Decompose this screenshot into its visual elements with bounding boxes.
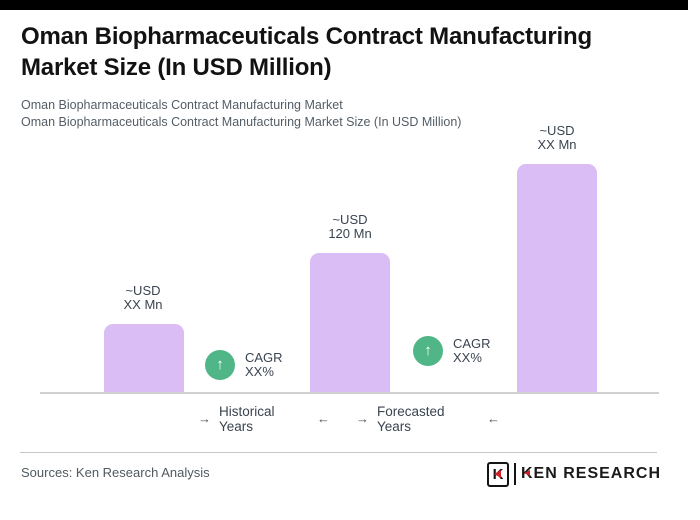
cagr-badge-text-2: CAGR XX% <box>453 337 491 365</box>
right-arrow-icon: → <box>356 411 369 426</box>
bar-value-line2: XX Mn <box>123 297 163 312</box>
right-arrow-icon: → <box>198 411 211 426</box>
chart-subtitle: Oman Biopharmaceuticals Contract Manufac… <box>21 97 581 131</box>
sources-text: Sources: Ken Research Analysis <box>21 465 210 480</box>
x-group-forecasted: → Forecasted Years ← <box>356 404 500 434</box>
bar-value-line2: 120 Mn <box>328 226 372 241</box>
forecasted-years-label: Forecasted Years <box>377 403 445 434</box>
bar-value-label: ~USD XX Mn <box>502 124 612 152</box>
cagr-badge-circle-1: ↑ <box>205 350 235 380</box>
footer-divider <box>20 452 657 453</box>
x-group-historical: → Historical Years ← <box>198 404 330 434</box>
cagr-label: CAGR <box>453 336 491 351</box>
x-axis-line <box>40 392 659 394</box>
bar-base-year <box>310 253 390 392</box>
up-arrow-icon: ↑ <box>216 355 224 373</box>
bar-value-line1: ~USD <box>125 283 161 298</box>
bar-value-label: ~USD XX Mn <box>88 284 198 312</box>
bar-value-label: ~USD 120 Mn <box>295 213 405 241</box>
page-title-line2: Market Size (In USD Million) <box>21 54 332 81</box>
cagr-value: XX% <box>245 364 274 379</box>
cagr-badge-text-1: CAGR XX% <box>245 351 283 379</box>
ken-research-logo: K KEN RESEARCH <box>487 461 661 487</box>
logo-wordmark-text: KEN RESEARCH <box>521 465 662 482</box>
bar-value-line2: XX Mn <box>537 137 577 152</box>
cagr-badge-circle-2: ↑ <box>413 336 443 366</box>
bar-value-line1: ~USD <box>332 212 368 227</box>
page-title-line1: Oman Biopharmaceuticals Contract Manufac… <box>21 23 592 50</box>
logo-wordmark: KEN RESEARCH <box>521 466 661 482</box>
ken-research-emblem-icon: K <box>487 461 509 487</box>
bar-historical <box>104 324 184 392</box>
cagr-label: CAGR <box>245 350 283 365</box>
emblem-red-arrow-icon <box>494 469 501 478</box>
left-arrow-icon: ← <box>317 411 330 426</box>
cagr-value: XX% <box>453 350 482 365</box>
historical-years-label: Historical Years <box>219 403 275 434</box>
up-arrow-icon: ↑ <box>424 341 432 359</box>
chart-subtitle-line1: Oman Biopharmaceuticals Contract Manufac… <box>21 98 343 112</box>
left-arrow-icon: ← <box>487 411 500 426</box>
bar-forecast <box>517 164 597 392</box>
top-black-bar <box>0 0 688 10</box>
page-title: Oman Biopharmaceuticals Contract Manufac… <box>21 21 681 83</box>
logo-divider <box>514 463 516 485</box>
bar-value-line1: ~USD <box>539 123 575 138</box>
wordmark-red-arrow-icon <box>524 470 530 476</box>
chart-subtitle-line2: Oman Biopharmaceuticals Contract Manufac… <box>21 115 462 129</box>
